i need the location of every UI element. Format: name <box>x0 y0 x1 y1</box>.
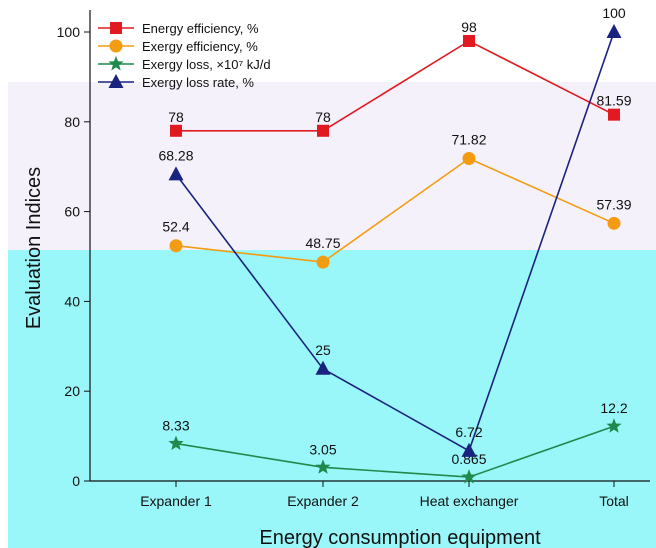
data-label: 98 <box>461 19 477 35</box>
x-tick-label: Expander 1 <box>140 493 212 509</box>
legend-label: Exergy loss rate, % <box>142 75 254 90</box>
data-label: 3.05 <box>309 441 336 457</box>
legend-item: Exergy loss rate, % <box>98 74 254 90</box>
data-label: 52.4 <box>162 219 189 235</box>
data-label: 100 <box>602 5 626 21</box>
data-point <box>169 239 183 253</box>
series-line <box>175 425 615 478</box>
series-circle: 52.4 48.75 71.82 57.39 <box>162 132 632 269</box>
legend-item: Exergy efficiency, % <box>98 39 258 54</box>
y-axis-title: Evaluation Indices <box>23 167 45 329</box>
data-label: 68.28 <box>158 147 193 163</box>
series-square: 78 78 98 81.59 <box>168 19 632 137</box>
y-tick-label: 0 <box>72 473 80 489</box>
series-layer: 78 78 98 81.59 52.4 48.75 71.82 57.39 8.33 3.05 0.… <box>158 5 632 484</box>
legend-label: Energy efficiency, % <box>142 21 259 36</box>
legend: Energy efficiency, % Exergy efficiency, %… <box>98 21 271 90</box>
legend-marker <box>110 22 122 34</box>
data-point <box>607 216 621 230</box>
data-point <box>315 360 331 375</box>
axes: 0 20 40 60 80 100 Expander 1 Expander 2 Heat exc… <box>57 10 650 509</box>
background-panel-top <box>8 82 656 250</box>
data-point <box>316 255 330 269</box>
data-point <box>168 435 184 451</box>
background-panel-bottom <box>8 250 656 548</box>
data-label: 6.72 <box>455 424 482 440</box>
x-tick-label: Expander 2 <box>287 493 359 509</box>
legend-label: Exergy efficiency, % <box>142 39 258 54</box>
y-tick-label: 100 <box>57 24 81 40</box>
data-label: 71.82 <box>451 132 486 148</box>
data-point <box>463 34 475 47</box>
legend-item: Exergy loss, ×10⁷ kJ/d <box>98 56 271 72</box>
series-triangle: 68.28 25 6.72 100 <box>158 5 626 457</box>
data-point <box>606 24 622 38</box>
series-line <box>176 40 615 132</box>
legend-marker <box>109 39 123 53</box>
data-point <box>608 108 620 121</box>
x-tick-label: Heat exchanger <box>420 493 519 509</box>
data-label: 81.59 <box>596 93 631 109</box>
data-label: 8.33 <box>162 418 189 434</box>
data-point <box>315 459 331 474</box>
data-label: 78 <box>315 109 331 125</box>
data-point <box>606 418 622 433</box>
data-label: 78 <box>168 109 184 125</box>
x-axis-title: Energy consumption equipment <box>259 527 541 548</box>
data-point <box>317 124 329 137</box>
data-label: 12.2 <box>600 400 627 416</box>
legend-label: Exergy loss, ×10⁷ kJ/d <box>142 57 271 72</box>
y-tick-label: 20 <box>64 383 80 399</box>
data-point <box>168 166 184 181</box>
data-point <box>461 469 477 484</box>
data-label: 57.39 <box>596 196 631 212</box>
x-tick-label: Total <box>599 493 629 509</box>
legend-item: Energy efficiency, % <box>98 21 259 36</box>
legend-marker <box>108 74 124 88</box>
series-line <box>175 31 615 452</box>
y-tick-label: 60 <box>64 204 80 220</box>
y-tick-label: 80 <box>64 114 80 130</box>
data-label: 48.75 <box>305 235 340 251</box>
data-label: 25 <box>315 342 331 358</box>
series-star: 8.33 3.05 0.865 12.2 <box>162 400 628 484</box>
data-point <box>461 442 477 457</box>
y-tick-label: 40 <box>64 293 80 309</box>
series-line <box>175 157 615 263</box>
data-point <box>462 152 476 166</box>
legend-marker <box>108 56 124 71</box>
data-label: 0.865 <box>451 451 486 467</box>
data-point <box>170 124 182 137</box>
